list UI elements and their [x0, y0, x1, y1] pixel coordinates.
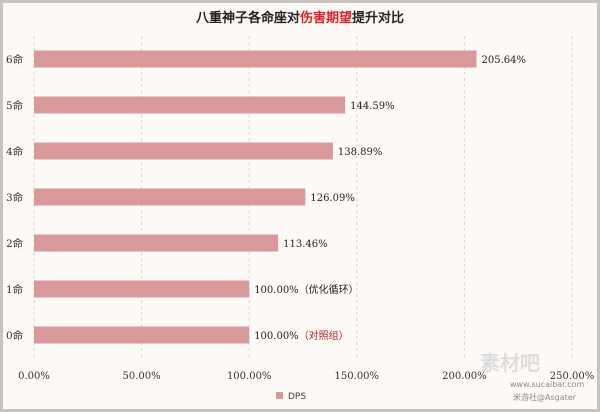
data-label: 205.64%: [482, 55, 527, 66]
category-label: 6命: [6, 53, 24, 66]
bar: [34, 234, 279, 252]
x-tick-label: 150.00%: [335, 371, 380, 382]
bar: [34, 188, 306, 206]
data-label: 100.00%（优化循环）: [254, 283, 359, 296]
category-label: 4命: [6, 145, 24, 158]
watermark-logo-text: 素材吧: [480, 351, 540, 375]
category-label: 0命: [6, 329, 24, 342]
title-part-0: 八重神子各命座对: [195, 10, 300, 26]
data-label: 100.00%（对照组）: [254, 329, 349, 342]
bar: [34, 142, 333, 160]
data-label: 144.59%: [350, 101, 395, 112]
watermark-credit: 米游社@Asgater: [513, 392, 577, 402]
title-part-2: 提升对比: [352, 10, 404, 26]
legend-swatch-dps: [276, 392, 283, 399]
x-tick-labels-group: 0.00% 50.00% 100.00% 150.00% 200.00% 250.00%: [18, 371, 594, 382]
x-tick-label: 50.00%: [123, 371, 161, 382]
legend: DPS: [276, 392, 306, 402]
data-label-value: 205.64%: [482, 55, 527, 66]
x-tick-label: 100.00%: [227, 371, 272, 382]
category-label: 3命: [6, 191, 24, 204]
data-label-value: 138.89%: [338, 147, 383, 158]
bar: [34, 96, 346, 114]
bar: [34, 326, 250, 344]
data-label: 126.09%: [310, 193, 355, 204]
watermark-url: www.sucaibar.com: [510, 380, 585, 389]
x-tick-label: 250.00%: [550, 371, 595, 382]
category-label: 1命: [6, 283, 24, 296]
watermark: 素材吧 www.sucaibar.com 米游社@Asgater: [480, 351, 585, 402]
title-part-1: 伤害期望: [299, 10, 352, 26]
data-label-value: 100.00%: [254, 285, 299, 296]
data-label: 113.46%: [283, 239, 328, 250]
bars-group: [34, 50, 477, 344]
data-labels-group: 205.64% 144.59% 138.89% 126.09% 113.46% 100.0…: [254, 55, 526, 342]
data-label: 138.89%: [338, 147, 383, 158]
data-label-value: 100.00%: [254, 331, 299, 342]
category-label: 5命: [6, 99, 24, 112]
category-label: 2命: [6, 237, 24, 250]
data-label-note: （优化循环）: [299, 283, 359, 296]
category-labels-group: 6命 5命 4命 3命 2命 1命 0命: [6, 53, 24, 342]
bar: [34, 280, 250, 298]
data-label-value: 113.46%: [283, 239, 328, 250]
x-tick-label: 200.00%: [442, 371, 487, 382]
data-label-value: 126.09%: [310, 193, 355, 204]
bar: [34, 50, 477, 68]
x-tick-label: 0.00%: [18, 371, 50, 382]
data-label-note: （对照组）: [299, 329, 349, 342]
legend-label-dps: DPS: [288, 392, 306, 402]
data-label-value: 144.59%: [350, 101, 395, 112]
chart-title: 八重神子各命座对伤害期望提升对比: [195, 10, 404, 26]
